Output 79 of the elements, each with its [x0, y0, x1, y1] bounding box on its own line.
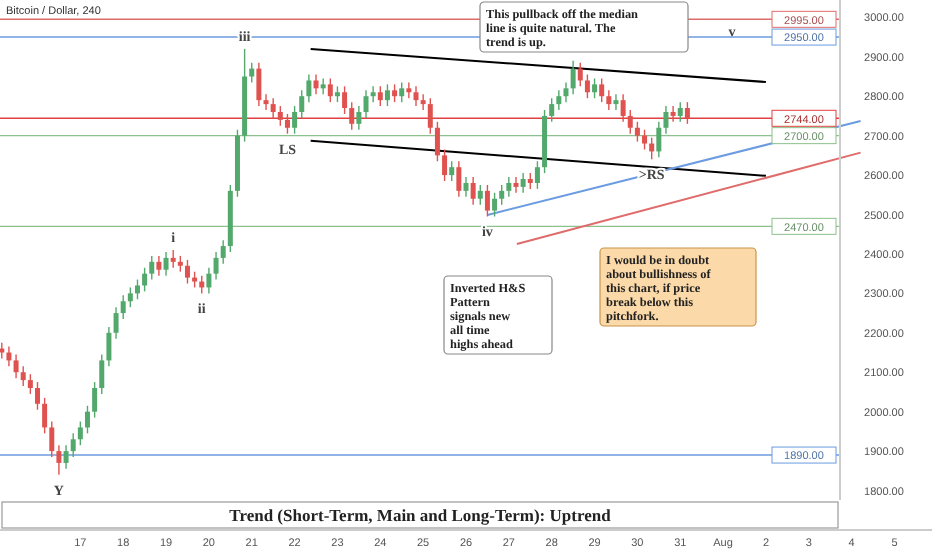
- candlestick: [456, 160, 462, 198]
- candlestick: [20, 365, 26, 387]
- candlestick: [277, 105, 283, 127]
- candlestick: [56, 444, 62, 476]
- candlestick: [684, 101, 690, 125]
- candlestick: [42, 397, 48, 435]
- candlestick: [49, 420, 55, 458]
- candlestick: [427, 97, 433, 135]
- candlestick: [470, 176, 476, 206]
- candlestick: [534, 160, 540, 190]
- candlestick: [434, 121, 440, 162]
- candlestick: [449, 160, 455, 182]
- candlestick: [63, 444, 69, 470]
- candlestick: [399, 81, 405, 103]
- text: Trend (Short-Term, Main and Long-Term): Uptrend: [229, 505, 612, 525]
- candlestick: [134, 278, 140, 300]
- candlestick: [592, 77, 598, 99]
- candlestick: [549, 97, 555, 123]
- candlestick: [477, 184, 483, 206]
- candlestick: [170, 249, 176, 269]
- candlestick: [363, 89, 369, 119]
- candlestick: [327, 77, 333, 103]
- candlestick: [492, 192, 498, 218]
- candlestick: [77, 420, 83, 446]
- candlestick: [149, 255, 155, 281]
- candlestick: [163, 251, 169, 277]
- candlestick: [377, 85, 383, 107]
- candlestick: [284, 113, 290, 135]
- candlestick: [206, 267, 212, 295]
- candlestick: [106, 326, 112, 368]
- candlestick: [606, 89, 612, 111]
- candlestick: [299, 89, 305, 119]
- candlestick: [306, 73, 312, 103]
- candlestick: [642, 129, 648, 151]
- candlestick: [506, 176, 512, 198]
- candlestick: [156, 255, 162, 277]
- candlestick: [599, 77, 605, 103]
- candlestick: [342, 85, 348, 115]
- candlestick: [627, 109, 633, 135]
- candlestick: [70, 432, 76, 458]
- candlestick: [570, 60, 576, 95]
- candlestick: [13, 353, 19, 379]
- candlestick: [27, 373, 33, 395]
- candlestick: [420, 93, 426, 111]
- candlestick: [184, 259, 190, 285]
- candlestick: [577, 62, 583, 88]
- candlestick: [34, 381, 40, 411]
- candlestick: [584, 73, 590, 99]
- candlestick: [634, 121, 640, 143]
- candlestick: [6, 345, 12, 368]
- candlestick: [127, 286, 133, 308]
- candlestick: [99, 353, 105, 395]
- candlestick: [499, 184, 505, 206]
- candlestick: [563, 81, 569, 103]
- candlestick: [313, 73, 319, 95]
- candlestick: [256, 62, 262, 107]
- candlestick: [613, 93, 619, 111]
- candlestick: [249, 62, 255, 84]
- candlestick: [84, 405, 90, 435]
- candlestick: [620, 93, 626, 123]
- candlestick: [677, 101, 683, 123]
- candlestick: [670, 105, 676, 123]
- candlestick: [320, 77, 326, 95]
- candlestick: [263, 93, 269, 111]
- candlestick: [349, 101, 355, 131]
- candlestick: [413, 85, 419, 107]
- candlestick: [292, 105, 298, 135]
- candlestick: [556, 89, 562, 111]
- candlestick: [356, 105, 362, 131]
- candlestick: [442, 148, 448, 182]
- candlestick: [484, 184, 490, 218]
- candlestick: [513, 176, 519, 194]
- candlestick: [142, 267, 148, 293]
- candlestick: [384, 83, 390, 107]
- candlestick: [520, 172, 526, 194]
- candlestick: [649, 136, 655, 161]
- candlestick: [270, 97, 276, 119]
- candlestick: [92, 381, 98, 419]
- candlestick: [406, 81, 412, 99]
